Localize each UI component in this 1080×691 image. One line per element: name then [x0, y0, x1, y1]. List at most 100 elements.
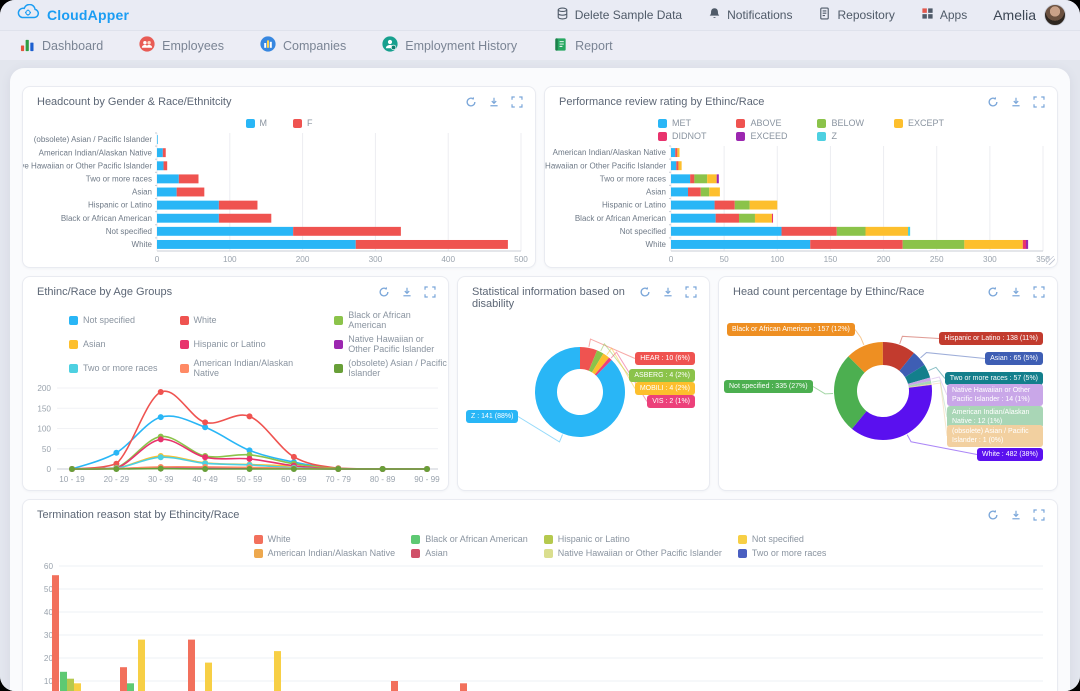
bar[interactable] — [391, 681, 398, 691]
legend-item-hispanic-or-latino[interactable]: Hispanic or Latino — [179, 334, 313, 354]
refresh-icon[interactable] — [465, 96, 477, 108]
legend-item-american-indian-alaskan-native[interactable]: American Indian/Alaskan Native — [179, 358, 313, 378]
notifications-button[interactable]: Notifications — [708, 7, 792, 23]
expand-icon[interactable] — [685, 286, 697, 298]
legend-item-native-hawaiian-or-other-pacific-islander[interactable]: Native Hawaiian or Other Pacific Islande… — [543, 548, 722, 558]
legend-item-two-or-more-races[interactable]: Two or more races — [69, 358, 158, 378]
bar[interactable] — [60, 671, 67, 691]
svg-text:200: 200 — [877, 255, 891, 264]
expand-icon[interactable] — [424, 286, 436, 298]
chart-area-performance: MET ABOVE BELOW EXCEPT DIDNOT EXCEED Z 0 50 100 15… — [520, 113, 1057, 267]
svg-text:50: 50 — [720, 255, 730, 264]
svg-text:350: 350 — [1036, 255, 1050, 264]
legend-item-american-indian-alaskan-native[interactable]: American Indian/Alaskan Native — [253, 548, 395, 558]
legend-item--obsolete-asian-pacific-islander[interactable]: (obsolete) Asian / Pacific Islander — [334, 358, 448, 378]
refresh-icon[interactable] — [987, 96, 999, 108]
donut-slice[interactable] — [535, 347, 625, 437]
legend-item-below[interactable]: BELOW — [817, 118, 864, 128]
donut-slice[interactable] — [907, 377, 931, 386]
bar[interactable] — [205, 662, 212, 691]
bar[interactable] — [120, 667, 127, 691]
refresh-icon[interactable] — [987, 509, 999, 521]
legend-item-native-hawaiian-or-other-pacific-islander[interactable]: Native Hawaiian or Other Pacific Islande… — [334, 334, 448, 354]
download-icon[interactable] — [662, 286, 674, 298]
donut-slice[interactable] — [588, 350, 604, 373]
repository-button[interactable]: Repository — [818, 7, 895, 23]
legend-swatch — [411, 548, 421, 558]
legend-item-two-or-more-races[interactable]: Two or more races — [737, 548, 826, 558]
expand-icon[interactable] — [1033, 96, 1045, 108]
legend-item-met[interactable]: MET — [657, 118, 707, 128]
legend-item-asian[interactable]: Asian — [69, 334, 158, 354]
expand-icon[interactable] — [1033, 509, 1045, 521]
brand-logo[interactable]: CloudApper — [16, 3, 129, 26]
legend-swatch — [817, 131, 827, 141]
donut-slice[interactable] — [908, 380, 932, 388]
user-avatar-icon[interactable] — [1044, 4, 1066, 26]
legend-item-exceed[interactable]: EXCEED — [736, 131, 787, 141]
legend-item-except[interactable]: EXCEPT — [894, 118, 944, 128]
legend-item-z[interactable]: Z — [817, 131, 864, 141]
bar[interactable] — [74, 683, 81, 691]
donut-slice[interactable] — [834, 356, 867, 429]
refresh-icon[interactable] — [639, 286, 651, 298]
delete-sample-data-button[interactable]: Delete Sample Data — [556, 7, 682, 23]
bar[interactable] — [460, 683, 467, 691]
donut-slice[interactable] — [580, 347, 598, 371]
refresh-icon[interactable] — [987, 286, 999, 298]
donut-slice[interactable] — [848, 342, 883, 373]
download-icon[interactable] — [1010, 96, 1022, 108]
legend-item-f[interactable]: F — [293, 118, 313, 128]
bar[interactable] — [188, 639, 195, 691]
apps-button[interactable]: Apps — [921, 7, 967, 23]
download-icon[interactable] — [401, 286, 413, 298]
bar[interactable] — [67, 678, 74, 691]
card-tools — [987, 96, 1045, 108]
legend-item-black-or-african-american[interactable]: Black or African American — [411, 534, 528, 544]
resize-grip[interactable] — [1046, 256, 1055, 265]
nav-item-dashboard[interactable]: Dashboard — [20, 37, 103, 55]
bar[interactable] — [274, 651, 281, 691]
expand-icon[interactable] — [511, 96, 523, 108]
donut-slice[interactable] — [851, 384, 932, 440]
chart-title: Headcount by Gender & Race/Ethnitcity — [37, 96, 232, 108]
legend-item-black-or-african-american[interactable]: Black or African American — [334, 310, 448, 330]
legend-item-above[interactable]: ABOVE — [736, 118, 787, 128]
svg-text:Black or African American: Black or African American — [61, 214, 152, 223]
bar[interactable] — [52, 575, 59, 691]
nav-label: Report — [575, 38, 613, 53]
legend-item-hispanic-or-latino[interactable]: Hispanic or Latino — [543, 534, 722, 544]
bar[interactable] — [138, 639, 145, 691]
nav-item-companies[interactable]: Companies — [260, 36, 346, 55]
download-icon[interactable] — [1010, 286, 1022, 298]
svg-text:20 - 29: 20 - 29 — [104, 475, 130, 484]
donut-slice[interactable] — [882, 342, 914, 371]
donut-slice[interactable] — [591, 353, 610, 375]
donut-slice[interactable] — [908, 383, 932, 388]
user-menu[interactable]: Amelia — [993, 4, 1066, 26]
legend-item-not-specified[interactable]: Not specified — [69, 310, 158, 330]
action-label: Repository — [837, 8, 895, 22]
legend-item-m[interactable]: M — [245, 118, 267, 128]
download-icon[interactable] — [1010, 509, 1022, 521]
legend-item-not-specified[interactable]: Not specified — [737, 534, 827, 544]
chart-area-age-groups: Not specified White Black or African Ameri… — [23, 303, 448, 490]
legend-item-didnot[interactable]: DIDNOT — [657, 131, 706, 141]
donut-label-pill: American Indian/Alaskan Native : 12 (1%) — [947, 406, 1043, 429]
nav-item-employees[interactable]: Employees — [139, 36, 224, 55]
legend-swatch — [179, 363, 189, 373]
donut-slice[interactable] — [899, 353, 925, 378]
nav-item-report[interactable]: Report — [553, 37, 613, 55]
nav-item-employment-history[interactable]: Employment History — [382, 36, 517, 55]
bar[interactable] — [127, 683, 134, 691]
download-icon[interactable] — [488, 96, 500, 108]
refresh-icon[interactable] — [378, 286, 390, 298]
donut-slice[interactable] — [904, 364, 931, 384]
legend-item-white[interactable]: White — [253, 534, 396, 544]
donut-slice[interactable] — [594, 357, 612, 376]
expand-icon[interactable] — [1033, 286, 1045, 298]
legend-item-asian[interactable]: Asian — [411, 548, 528, 558]
legend-item-white[interactable]: White — [179, 310, 313, 330]
legend-swatch — [737, 534, 747, 544]
